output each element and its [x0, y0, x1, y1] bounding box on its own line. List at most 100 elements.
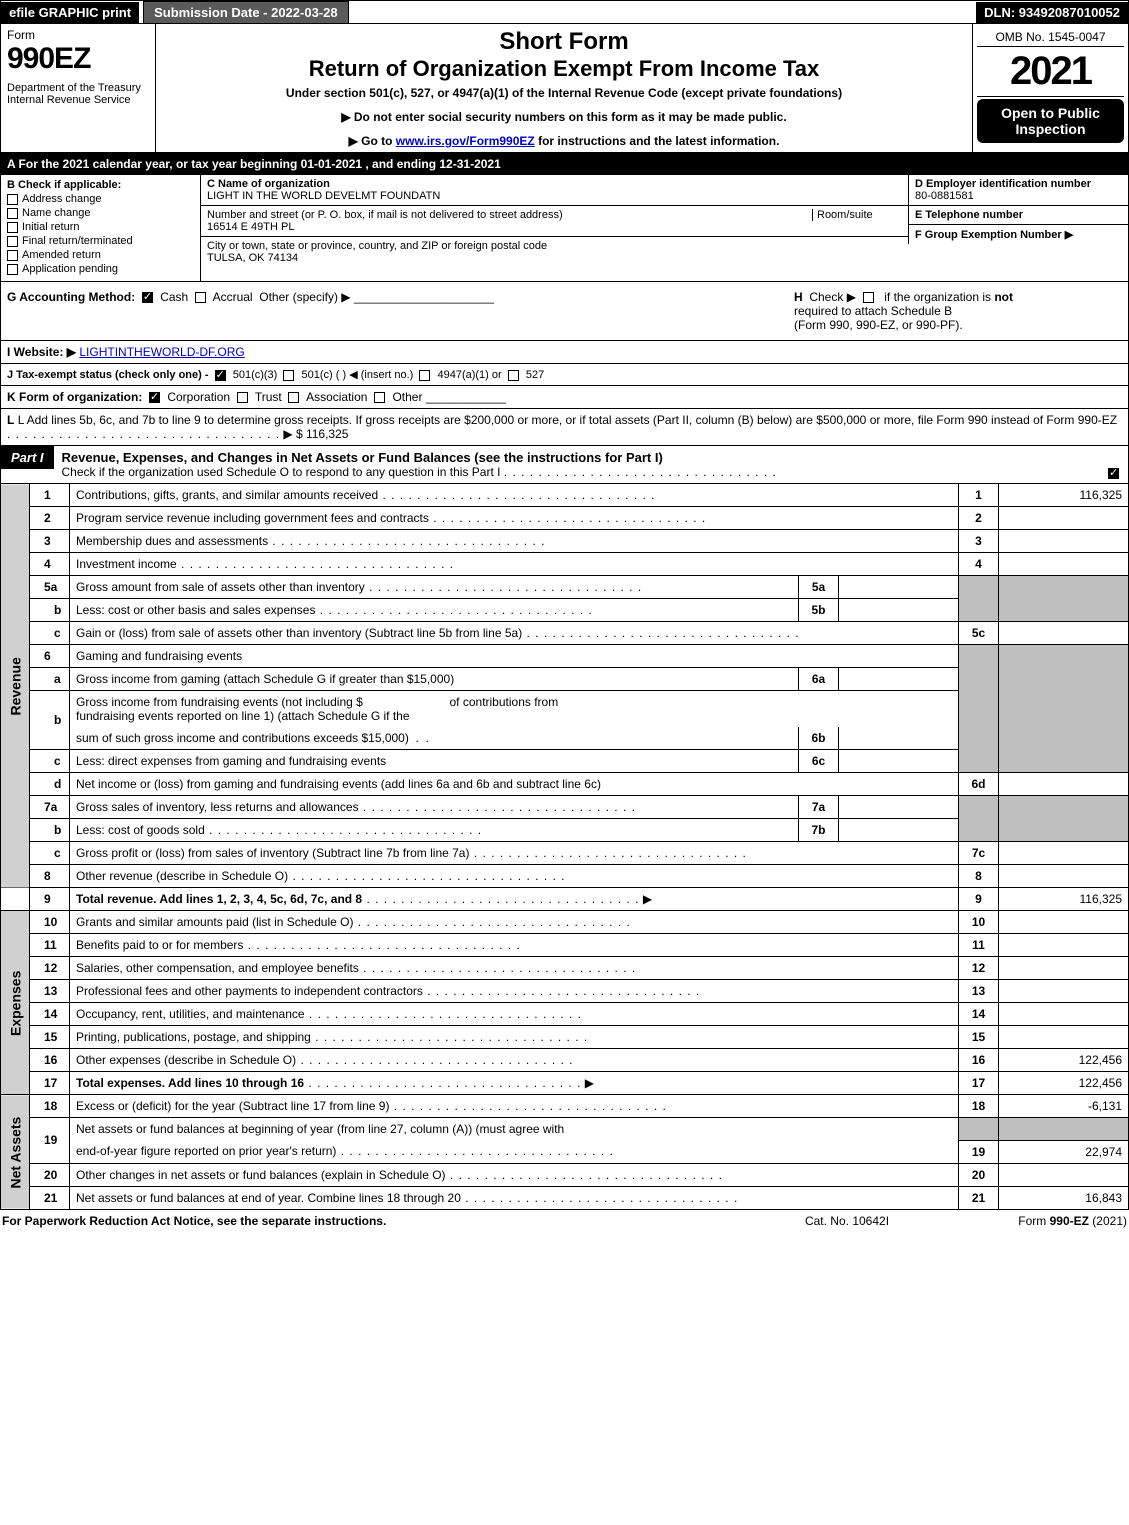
ln18-val: -6,131 — [999, 1095, 1129, 1118]
line-14: 14 Occupancy, rent, utilities, and maint… — [1, 1003, 1129, 1026]
chk-schedule-o[interactable] — [1108, 468, 1119, 479]
ln6b-desc2: fundraising events reported on line 1) (… — [76, 709, 410, 723]
telephone-label: E Telephone number — [915, 209, 1023, 221]
section-ghij: G Accounting Method: Cash Accrual Other … — [0, 282, 1129, 386]
ln5ab-rn-shade — [959, 576, 999, 622]
submission-date-label: Submission Date - 2022-03-28 — [143, 1, 349, 24]
chk-501c3[interactable] — [215, 370, 226, 381]
ln13-desc: Professional fees and other payments to … — [76, 984, 423, 998]
ln6d-num: d — [30, 773, 70, 796]
chk-address-change[interactable]: Address change — [7, 193, 194, 205]
note-link: ▶ Go to www.irs.gov/Form990EZ for instru… — [164, 134, 964, 148]
ln12-rn: 12 — [959, 957, 999, 980]
footer-right-post: (2021) — [1089, 1214, 1127, 1228]
chk-final-return[interactable]: Final return/terminated — [7, 235, 194, 247]
ln15-desc: Printing, publications, postage, and shi… — [76, 1030, 311, 1044]
ln18-num: 18 — [30, 1095, 70, 1118]
chk-not-required[interactable] — [863, 292, 874, 303]
ln3-desc: Membership dues and assessments — [76, 534, 268, 548]
chk-other-org[interactable] — [374, 392, 385, 403]
chk-4947[interactable] — [419, 370, 430, 381]
chk-527[interactable] — [508, 370, 519, 381]
line-5c: c Gain or (loss) from sale of assets oth… — [1, 622, 1129, 645]
ln5b-mid: 5b — [799, 599, 839, 622]
line-12: 12 Salaries, other compensation, and emp… — [1, 957, 1129, 980]
ln6c-mid: 6c — [799, 750, 839, 773]
ln6d-rn: 6d — [959, 773, 999, 796]
ein-label: D Employer identification number — [915, 178, 1091, 190]
section-c: C Name of organization LIGHT IN THE WORL… — [201, 175, 908, 281]
ln19-desc: Net assets or fund balances at beginning… — [76, 1122, 564, 1136]
chk-association[interactable] — [288, 392, 299, 403]
website-label: I Website: ▶ — [7, 345, 76, 359]
ln7b-midval — [839, 819, 959, 842]
ln6b-mid: 6b — [799, 727, 839, 750]
ln12-val — [999, 957, 1129, 980]
line-16: 16 Other expenses (describe in Schedule … — [1, 1049, 1129, 1072]
website-link[interactable]: LIGHTINTHEWORLD-DF.ORG — [79, 345, 244, 359]
note-ssn: ▶ Do not enter social security numbers o… — [164, 110, 964, 124]
ln17-num: 17 — [30, 1072, 70, 1095]
ln12-desc: Salaries, other compensation, and employ… — [76, 961, 359, 975]
ln5c-desc: Gain or (loss) from sale of assets other… — [76, 626, 522, 640]
chk-application-pending[interactable]: Application pending — [7, 263, 194, 275]
ln7b-num: b — [30, 819, 70, 842]
line-4: 4 Investment income 4 — [1, 553, 1129, 576]
ln19-rn: 19 — [959, 1140, 999, 1163]
ln6a-num: a — [30, 668, 70, 691]
ln3-rn: 3 — [959, 530, 999, 553]
ln6-desc: Gaming and fundraising events — [76, 649, 242, 663]
section-l: L L Add lines 5b, 6c, and 7b to line 9 t… — [0, 409, 1129, 446]
ln3-num: 3 — [30, 530, 70, 553]
header-right: OMB No. 1545-0047 2021 Open to Public In… — [973, 24, 1128, 152]
ln6a-desc: Gross income from gaming (attach Schedul… — [76, 672, 454, 686]
part1-tag: Part I — [1, 446, 54, 469]
line-19-2: end-of-year figure reported on prior yea… — [1, 1140, 1129, 1163]
ln8-val — [999, 865, 1129, 888]
room-label: Room/suite — [817, 209, 873, 221]
ln15-num: 15 — [30, 1026, 70, 1049]
irs-link[interactable]: www.irs.gov/Form990EZ — [396, 134, 535, 148]
chk-501c[interactable] — [283, 370, 294, 381]
ln7c-val — [999, 842, 1129, 865]
ln6-num: 6 — [30, 645, 70, 668]
street-value: 16514 E 49TH PL — [207, 221, 294, 233]
chk-corporation[interactable] — [149, 392, 160, 403]
ln11-val — [999, 934, 1129, 957]
ln13-rn: 13 — [959, 980, 999, 1003]
footer-mid: Cat. No. 10642I — [747, 1214, 947, 1228]
ln1-desc: Contributions, gifts, grants, and simila… — [76, 488, 378, 502]
chk-name-change[interactable]: Name change — [7, 207, 194, 219]
dots — [7, 427, 280, 441]
chk-amended-return[interactable]: Amended return — [7, 249, 194, 261]
block-bcdef: B Check if applicable: Address change Na… — [0, 175, 1129, 282]
ln7b-mid: 7b — [799, 819, 839, 842]
chk-accrual[interactable] — [195, 292, 206, 303]
line-18: Net Assets 18 Excess or (deficit) for th… — [1, 1095, 1129, 1118]
ln7c-num: c — [30, 842, 70, 865]
section-e: E Telephone number — [908, 206, 1128, 225]
chk-cash[interactable] — [142, 292, 153, 303]
section-h-text3: (Form 990, 990-EZ, or 990-PF). — [794, 318, 1122, 332]
ln5ab-val-shade — [999, 576, 1129, 622]
chk-initial-return[interactable]: Initial return — [7, 221, 194, 233]
section-f: F Group Exemption Number ▶ — [908, 225, 1128, 244]
cash-label: Cash — [160, 290, 188, 304]
chk-trust[interactable] — [237, 392, 248, 403]
group-exemption-label: F Group Exemption Number ▶ — [915, 229, 1073, 241]
ln10-num: 10 — [30, 911, 70, 934]
ln18-rn: 18 — [959, 1095, 999, 1118]
org-street-block: Number and street (or P. O. box, if mail… — [201, 206, 908, 237]
ln19-num: 19 — [30, 1118, 70, 1164]
ln14-num: 14 — [30, 1003, 70, 1026]
line-21: 21 Net assets or fund balances at end of… — [1, 1186, 1129, 1209]
opt-corporation: Corporation — [167, 390, 230, 404]
ln7a-num: 7a — [30, 796, 70, 819]
section-d: D Employer identification number 80-0881… — [908, 175, 1128, 206]
efile-label: efile GRAPHIC print — [1, 2, 139, 23]
ln6b-midval — [839, 727, 959, 750]
ln5c-num: c — [30, 622, 70, 645]
line-15: 15 Printing, publications, postage, and … — [1, 1026, 1129, 1049]
ln2-desc: Program service revenue including govern… — [76, 511, 429, 525]
line-20: 20 Other changes in net assets or fund b… — [1, 1163, 1129, 1186]
